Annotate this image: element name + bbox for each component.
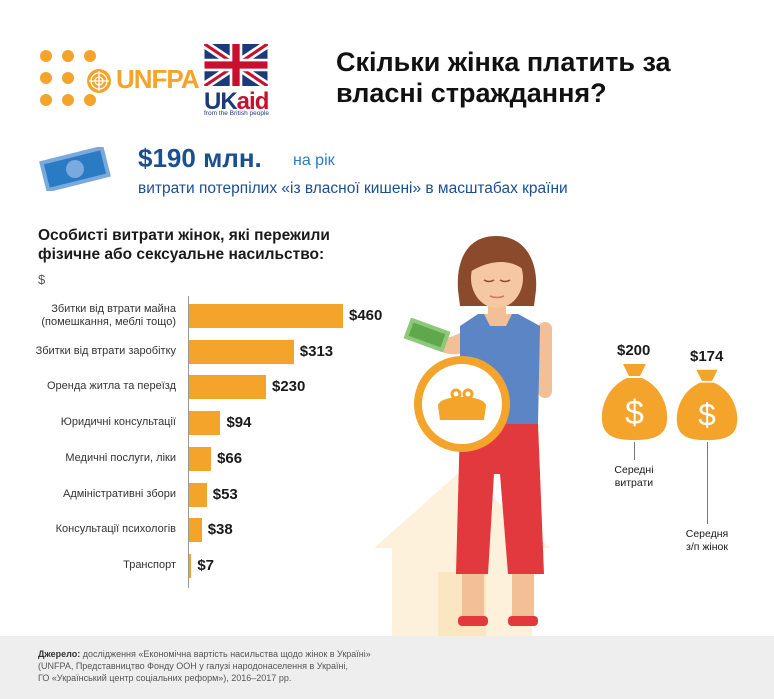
- bar-label: Консультації психологів: [56, 523, 176, 536]
- bar: [189, 446, 212, 471]
- purse-icon: [414, 356, 510, 452]
- logo-dot: [62, 50, 74, 62]
- bar-label: Транспорт: [123, 559, 176, 572]
- bar-value-label: $94: [226, 414, 252, 432]
- bar-label-line: Медичні послуги, ліки: [65, 451, 176, 464]
- bar-value-label: $53: [212, 485, 238, 503]
- bar-label-line: Юридичні консультації: [60, 416, 176, 429]
- bar: [189, 482, 207, 507]
- bag-caption-avg-salary: Середня з/п жінок: [670, 528, 744, 554]
- page-title: Скільки жінка платить за власні страждан…: [336, 47, 671, 108]
- bar-label: Медичні послуги, ліки: [65, 452, 176, 465]
- unfpa-wordmark: UNFPA: [116, 64, 200, 94]
- bar-label-line: Транспорт: [123, 558, 176, 571]
- svg-text:$: $: [625, 394, 644, 432]
- bag-connector: [634, 442, 635, 460]
- bag-caption-line: Середні: [614, 464, 654, 476]
- bar-value-label: $230: [272, 378, 306, 396]
- bar: [189, 339, 294, 364]
- footer-source-label: Джерело:: [38, 649, 81, 659]
- ukaid-wordmark: UKaid: [204, 88, 270, 116]
- bar-value-label: $38: [207, 521, 233, 539]
- logo-dot: [40, 50, 52, 62]
- bar-value-label: $460: [349, 307, 383, 324]
- bar-label-line: Консультації психологів: [55, 523, 176, 536]
- chart-unit: $: [38, 272, 46, 287]
- bar-value-label: $66: [217, 449, 243, 467]
- bar-label-line: (помешкання, меблі тощо): [41, 316, 176, 328]
- bar: [189, 304, 343, 328]
- money-bill-icon: [39, 147, 111, 191]
- total-amount: $190 млн.: [138, 143, 262, 173]
- bag-connector: [707, 442, 708, 524]
- logo-dot: [62, 72, 74, 84]
- bar: [189, 375, 266, 400]
- bar-value-label: $7: [197, 556, 215, 574]
- bag-caption-line: Середня: [685, 528, 729, 540]
- total-description: витрати потерпілих «із власної кишені» в…: [138, 180, 568, 197]
- bag-caption-avg-expenses: Середні витрати: [600, 464, 668, 490]
- bar: [189, 553, 192, 578]
- un-globe-icon: [87, 69, 111, 93]
- svg-text:$: $: [698, 396, 716, 432]
- ukaid-uk: UK: [204, 88, 238, 115]
- footer-line: ГО «Український центр соціальних реформ»…: [38, 673, 292, 683]
- ukaid-aid: aid: [236, 88, 270, 115]
- footer-source: Джерело: дослідження «Економічна вартіст…: [38, 648, 458, 684]
- bag-caption-line: витрати: [614, 477, 654, 489]
- bar-label-line: Оренда житла та переїзд: [46, 380, 176, 393]
- chart-axis: [188, 296, 189, 588]
- bar-label: Адміністративні збори: [63, 488, 176, 501]
- logo-dot: [84, 94, 96, 106]
- bag-caption-line: з/п жінок: [686, 541, 728, 553]
- bar-label-line: Збитки від втрати майна: [51, 303, 176, 315]
- footer: [0, 636, 774, 699]
- chart-title: Особисті витрати жінок, які пережили фіз…: [38, 227, 330, 263]
- bar-label: Збитки від втрати майна (помешкання, мебл…: [41, 303, 176, 329]
- bar-value-label: $313: [299, 342, 334, 360]
- bar-label: Юридичні консультації: [61, 416, 176, 429]
- logo-dot: [40, 72, 52, 84]
- bag-value-avg-expenses: $200: [617, 342, 651, 359]
- bar-label: Оренда житла та переїзд: [47, 380, 176, 393]
- footer-line: (UNFPA, Представництво Фонду ООН у галуз…: [38, 661, 348, 671]
- held-money-icon: [403, 318, 451, 352]
- footer-line: Джерело: дослідження «Економічна вартіст…: [38, 648, 458, 660]
- logo-dot: [40, 94, 52, 106]
- logo-dot: [84, 50, 96, 62]
- woman-illustration: [430, 236, 552, 626]
- total-period: на рік: [293, 152, 335, 169]
- logo-dot: [62, 94, 74, 106]
- bar-label-line: Адміністративні збори: [62, 487, 176, 500]
- bar: [189, 518, 202, 543]
- union-flag-icon: [204, 44, 268, 86]
- bar-label-line: Збитки від втрати заробітку: [35, 344, 176, 357]
- unfpa-logo: [38, 44, 188, 118]
- money-bag-icon: $: [676, 369, 738, 441]
- bar: [189, 411, 221, 436]
- bar-label: Збитки від втрати заробітку: [36, 345, 176, 358]
- money-bag-icon: $: [601, 364, 668, 440]
- footer-source-text: дослідження «Економічна вартість насильс…: [82, 649, 371, 659]
- ukaid-tagline: from the British people: [204, 110, 270, 117]
- bag-value-avg-salary: $174: [690, 348, 724, 365]
